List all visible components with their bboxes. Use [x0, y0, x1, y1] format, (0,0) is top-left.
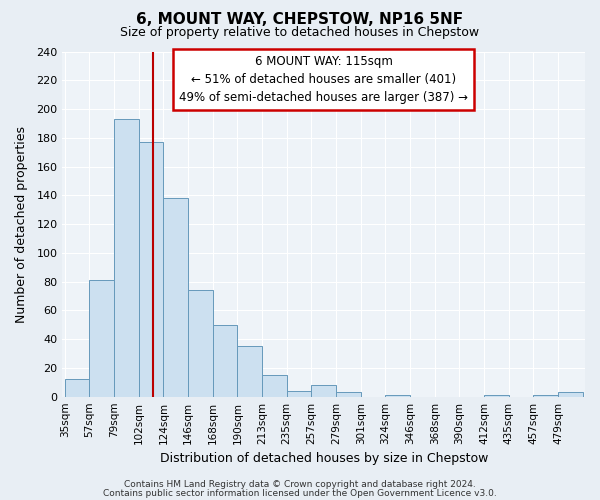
Bar [114, 119, 139, 396]
Bar [533, 395, 558, 396]
Bar [213, 325, 238, 396]
Bar [287, 391, 311, 396]
Bar [238, 346, 262, 397]
Text: Contains HM Land Registry data © Crown copyright and database right 2024.: Contains HM Land Registry data © Crown c… [124, 480, 476, 489]
Bar [484, 395, 509, 396]
Text: Contains public sector information licensed under the Open Government Licence v3: Contains public sector information licen… [103, 490, 497, 498]
Bar [139, 142, 163, 397]
X-axis label: Distribution of detached houses by size in Chepstow: Distribution of detached houses by size … [160, 452, 488, 465]
Bar [188, 290, 213, 397]
Bar [262, 375, 287, 396]
Text: 6, MOUNT WAY, CHEPSTOW, NP16 5NF: 6, MOUNT WAY, CHEPSTOW, NP16 5NF [136, 12, 464, 28]
Bar [385, 395, 410, 396]
Bar [65, 380, 89, 396]
Text: Size of property relative to detached houses in Chepstow: Size of property relative to detached ho… [121, 26, 479, 39]
Bar [89, 280, 114, 396]
Bar [163, 198, 188, 396]
Text: 6 MOUNT WAY: 115sqm
← 51% of detached houses are smaller (401)
49% of semi-detac: 6 MOUNT WAY: 115sqm ← 51% of detached ho… [179, 55, 468, 104]
Bar [558, 392, 583, 396]
Bar [336, 392, 361, 396]
Y-axis label: Number of detached properties: Number of detached properties [15, 126, 28, 322]
Bar [311, 385, 336, 396]
